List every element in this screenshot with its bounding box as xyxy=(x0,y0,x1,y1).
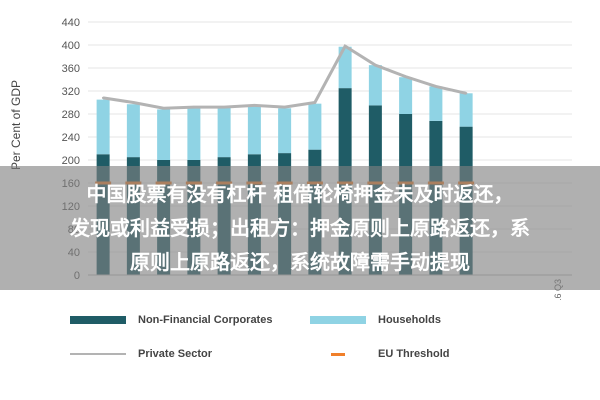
banner-line-3: 原则上原路返还，系统故障需手动提现 xyxy=(130,250,470,274)
legend-item-eu-threshold: EU Threshold xyxy=(310,346,530,362)
private-sector-point xyxy=(313,101,317,104)
bar-households xyxy=(278,108,292,154)
bar-households xyxy=(217,106,231,158)
y-tick-label: 200 xyxy=(62,155,80,167)
private-sector-point xyxy=(192,105,196,109)
private-sector-point xyxy=(162,107,165,110)
y-tick-label: 320 xyxy=(62,86,80,98)
private-sector-point xyxy=(283,105,286,109)
bar-households xyxy=(126,104,140,158)
private-sector-point xyxy=(101,96,105,100)
legend-swatch-households xyxy=(310,316,366,324)
bar-households xyxy=(338,46,352,89)
banner-line-1: 中国股票有没有杠杆 租借轮椅押金未及时返还， xyxy=(86,182,514,206)
y-axis-label: Per Cent of GDP xyxy=(9,80,23,170)
private-sector-point xyxy=(464,92,468,95)
bar-households xyxy=(368,65,382,106)
legend-item-households: Households xyxy=(310,312,530,328)
y-tick-label: 240 xyxy=(62,132,80,144)
private-sector-point xyxy=(374,63,377,67)
bar-households xyxy=(247,105,261,155)
bar-households xyxy=(96,99,110,155)
legend-swatch-non-financial xyxy=(70,316,126,324)
legend-item-private-sector: Private Sector xyxy=(70,346,290,362)
private-sector-point xyxy=(222,105,226,109)
overlay-banner: 中国股票有没有杠杆 租借轮椅押金未及时返还， 发现或利益受损；出租方：押金原则上… xyxy=(0,166,600,290)
private-sector-point xyxy=(404,75,407,78)
private-sector-point xyxy=(343,44,347,48)
bar-households xyxy=(399,77,413,114)
private-sector-point xyxy=(434,85,438,88)
bar-households xyxy=(157,109,171,160)
bar-households xyxy=(308,103,322,150)
legend-swatch-eu-threshold xyxy=(331,352,345,356)
legend-label: Private Sector xyxy=(138,348,212,360)
legend-label: Non-Financial Corporates xyxy=(138,314,273,326)
private-sector-point xyxy=(132,101,135,104)
bar-households xyxy=(459,93,473,127)
y-tick-label: 400 xyxy=(62,40,80,52)
legend-label: EU Threshold xyxy=(378,348,450,360)
y-tick-label: 360 xyxy=(62,63,80,75)
bar-households xyxy=(429,86,443,121)
legend-swatch-private-sector xyxy=(70,353,126,355)
private-sector-point xyxy=(253,104,256,107)
private-sector-line xyxy=(101,44,468,110)
y-tick-label: 440 xyxy=(62,17,80,29)
legend-label: Households xyxy=(378,314,441,326)
legend-item-non-financial-corporates: Non-Financial Corporates xyxy=(70,312,290,328)
y-tick-label: 280 xyxy=(62,109,80,121)
bar-households xyxy=(187,107,201,160)
chart-legend: Non-Financial Corporates Households Priv… xyxy=(70,312,530,362)
banner-line-2: 发现或利益受损；出租方：押金原则上原路返还，系 xyxy=(70,216,530,240)
